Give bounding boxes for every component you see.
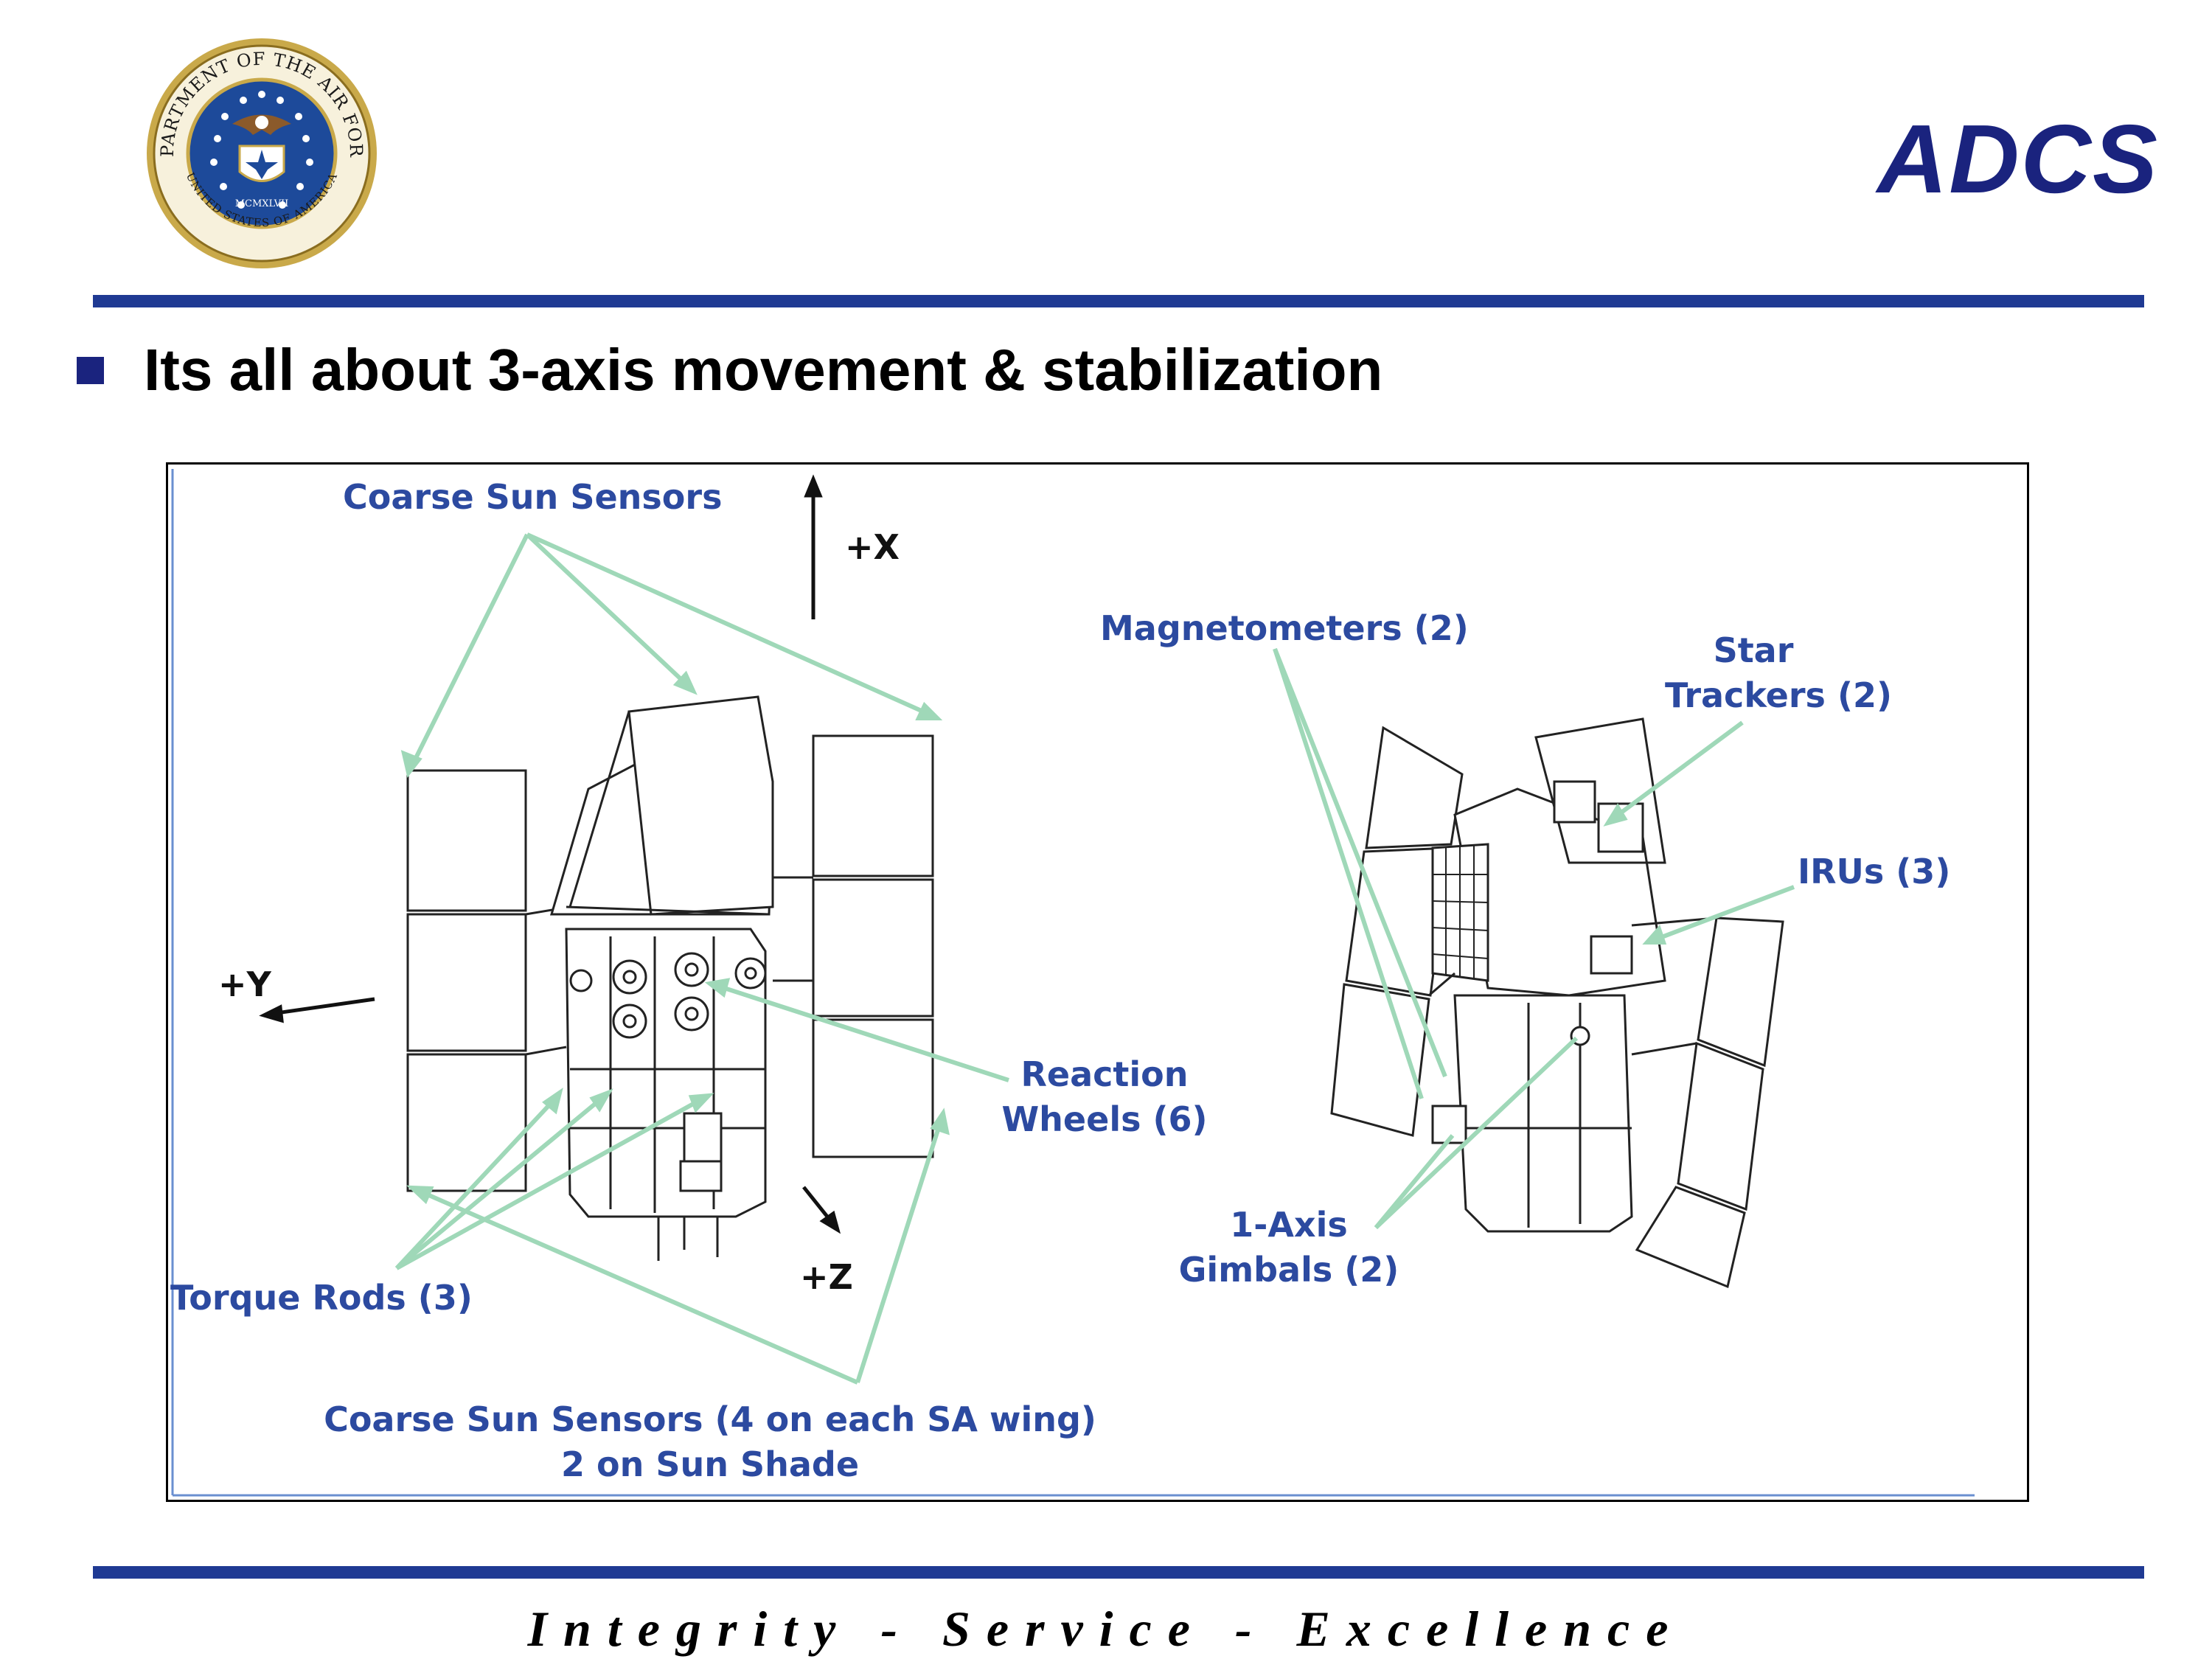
axis-arrows (259, 474, 841, 1234)
label-coarse-sun-sensors-bottom: Coarse Sun Sensors (4 on each SA wing) 2… (324, 1399, 1096, 1484)
right-satellite (1330, 717, 1784, 1289)
label-star-trackers: Star Trackers (2) (1665, 630, 1893, 715)
air-force-seal: DEPARTMENT OF THE AIR FORCE UNITED STATE… (144, 35, 377, 268)
label-coarse-sun-sensors-top: Coarse Sun Sensors (343, 477, 723, 517)
left-satellite (406, 695, 934, 1261)
label-1-axis-gimbals: 1-Axis Gimbals (2) (1178, 1205, 1399, 1290)
left-wing-panel (406, 769, 527, 912)
bullet-item: Its all about 3-axis movement & stabiliz… (77, 341, 1382, 400)
axis-label-x: +X (845, 527, 900, 567)
axis-label-z: +Z (800, 1257, 853, 1297)
label-irus: IRUs (3) (1798, 852, 1951, 891)
label-magnetometers: Magnetometers (2) (1100, 608, 1469, 648)
satellite-drawing (171, 469, 1975, 1497)
header-divider (93, 295, 2144, 307)
label-reaction-wheels: Reaction Wheels (6) (1001, 1054, 1208, 1139)
label-torque-rods: Torque Rods (3) (170, 1278, 473, 1318)
slide-title: ADCS (1877, 105, 2159, 213)
footer-divider (93, 1566, 2144, 1579)
square-bullet-icon (77, 356, 104, 384)
bullet-text: Its all about 3-axis movement & stabiliz… (144, 337, 1383, 403)
seal-year-text: MCMXLVII (235, 198, 289, 209)
axis-label-y: +Y (218, 964, 271, 1004)
footer-motto: Integrity - Service - Excellence (527, 1601, 1685, 1657)
satellite-adcs-diagram: Coarse Sun Sensors Magnetometers (2) Sta… (166, 462, 2029, 1502)
leader-lines (394, 532, 1795, 1385)
